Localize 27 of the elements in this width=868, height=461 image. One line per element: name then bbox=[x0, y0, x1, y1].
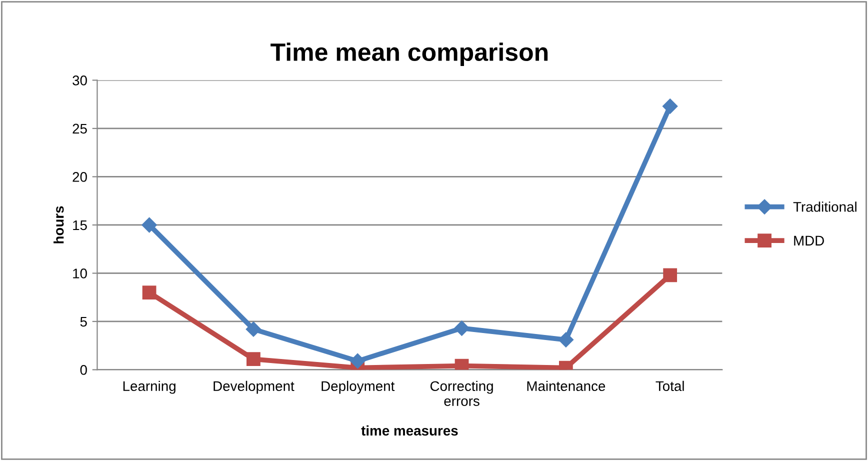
y-tick-label: 15 bbox=[73, 220, 87, 230]
x-tick-label: Maintenance bbox=[527, 380, 606, 392]
y-tick-label: 5 bbox=[80, 316, 87, 327]
point bbox=[663, 268, 678, 282]
x-tick-label: Development bbox=[214, 380, 294, 394]
x-tick-label: Correcting errors bbox=[430, 380, 493, 406]
x-axis-title: time measures bbox=[361, 425, 458, 436]
point bbox=[246, 322, 262, 337]
point bbox=[350, 353, 366, 369]
point bbox=[558, 332, 574, 348]
y-tick-label: 20 bbox=[72, 172, 87, 182]
point bbox=[142, 217, 157, 233]
point bbox=[454, 320, 470, 336]
y-tick-label: 25 bbox=[72, 124, 87, 134]
x-tick-label: Total bbox=[656, 380, 684, 392]
point bbox=[246, 352, 260, 366]
legend-label: Traditional bbox=[793, 202, 856, 212]
x-tick-label: Deployment bbox=[322, 380, 395, 394]
chart-title: Time mean comparison bbox=[270, 42, 548, 66]
x-tick-label: Learning bbox=[123, 380, 176, 394]
y-tick-label: 10 bbox=[73, 268, 87, 278]
y-tick-label: 0 bbox=[80, 365, 87, 375]
point bbox=[662, 98, 678, 114]
legend-label: MDD bbox=[794, 236, 824, 246]
y-tick-label: 30 bbox=[72, 76, 87, 86]
point bbox=[142, 286, 156, 300]
y-axis-title: hours bbox=[54, 206, 64, 244]
